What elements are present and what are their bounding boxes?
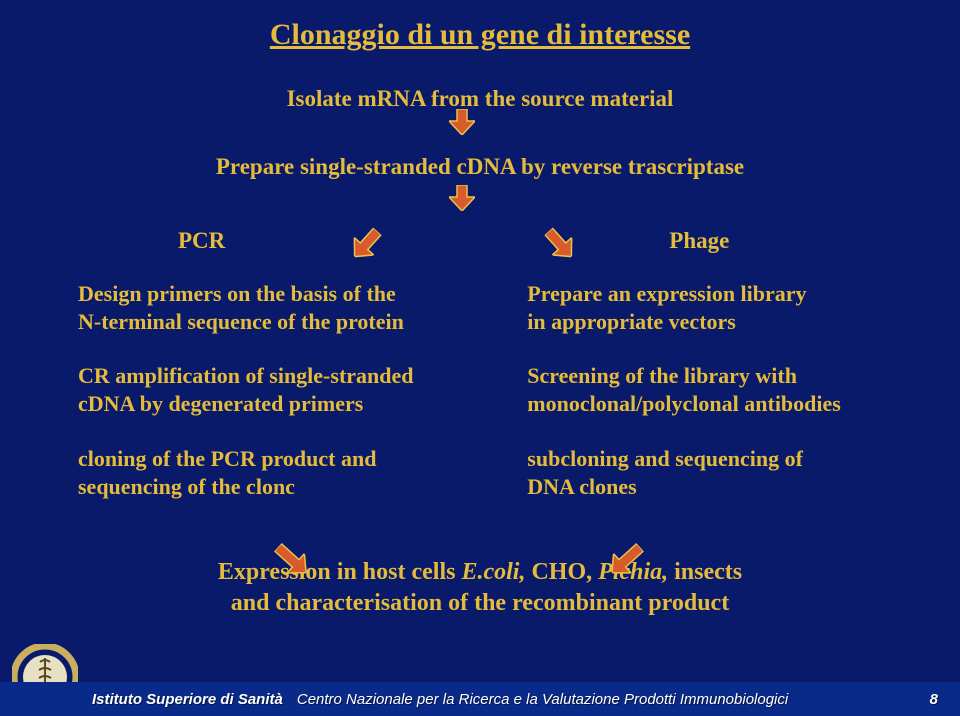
step-prepare-cdna: Prepare single-stranded cDNA by reverse … (40, 154, 920, 180)
step-isolate-mrna: Isolate mRNA from the source material (40, 86, 920, 112)
phage-step-2: Screening of the library with monoclonal… (527, 362, 910, 418)
conclusion: Expression in host cells E.coli, CHO, Pi… (40, 557, 920, 619)
pcr-step-2: CR amplification of single-stranded cDNA… (78, 362, 461, 418)
page-number: 8 (930, 691, 938, 708)
slide-root: Clonaggio di un gene di interesse Isolat… (0, 0, 960, 716)
pcr-heading: PCR (78, 228, 461, 254)
phage-heading: Phage (527, 228, 910, 254)
phage-step-1: Prepare an expression library in appropr… (527, 280, 910, 336)
columns: PCR Design primers on the basis of the N… (40, 228, 920, 527)
footer-bar: Istituto Superiore di Sanità Centro Nazi… (0, 682, 960, 716)
footer-center: Centro Nazionale per la Ricerca e la Val… (283, 691, 788, 708)
flow-arrow-1 (449, 109, 475, 135)
column-phage: Phage Prepare an expression library in a… (527, 228, 910, 527)
slide-title: Clonaggio di un gene di interesse (40, 18, 920, 52)
pcr-step-1: Design primers on the basis of the N-ter… (78, 280, 461, 336)
pcr-step-3: cloning of the PCR product and sequencin… (78, 445, 461, 501)
column-pcr: PCR Design primers on the basis of the N… (78, 228, 461, 527)
phage-step-3: subcloning and sequencing of DNA clones (527, 445, 910, 501)
flow-arrow-2 (449, 185, 475, 211)
footer-institute: Istituto Superiore di Sanità (0, 691, 283, 708)
